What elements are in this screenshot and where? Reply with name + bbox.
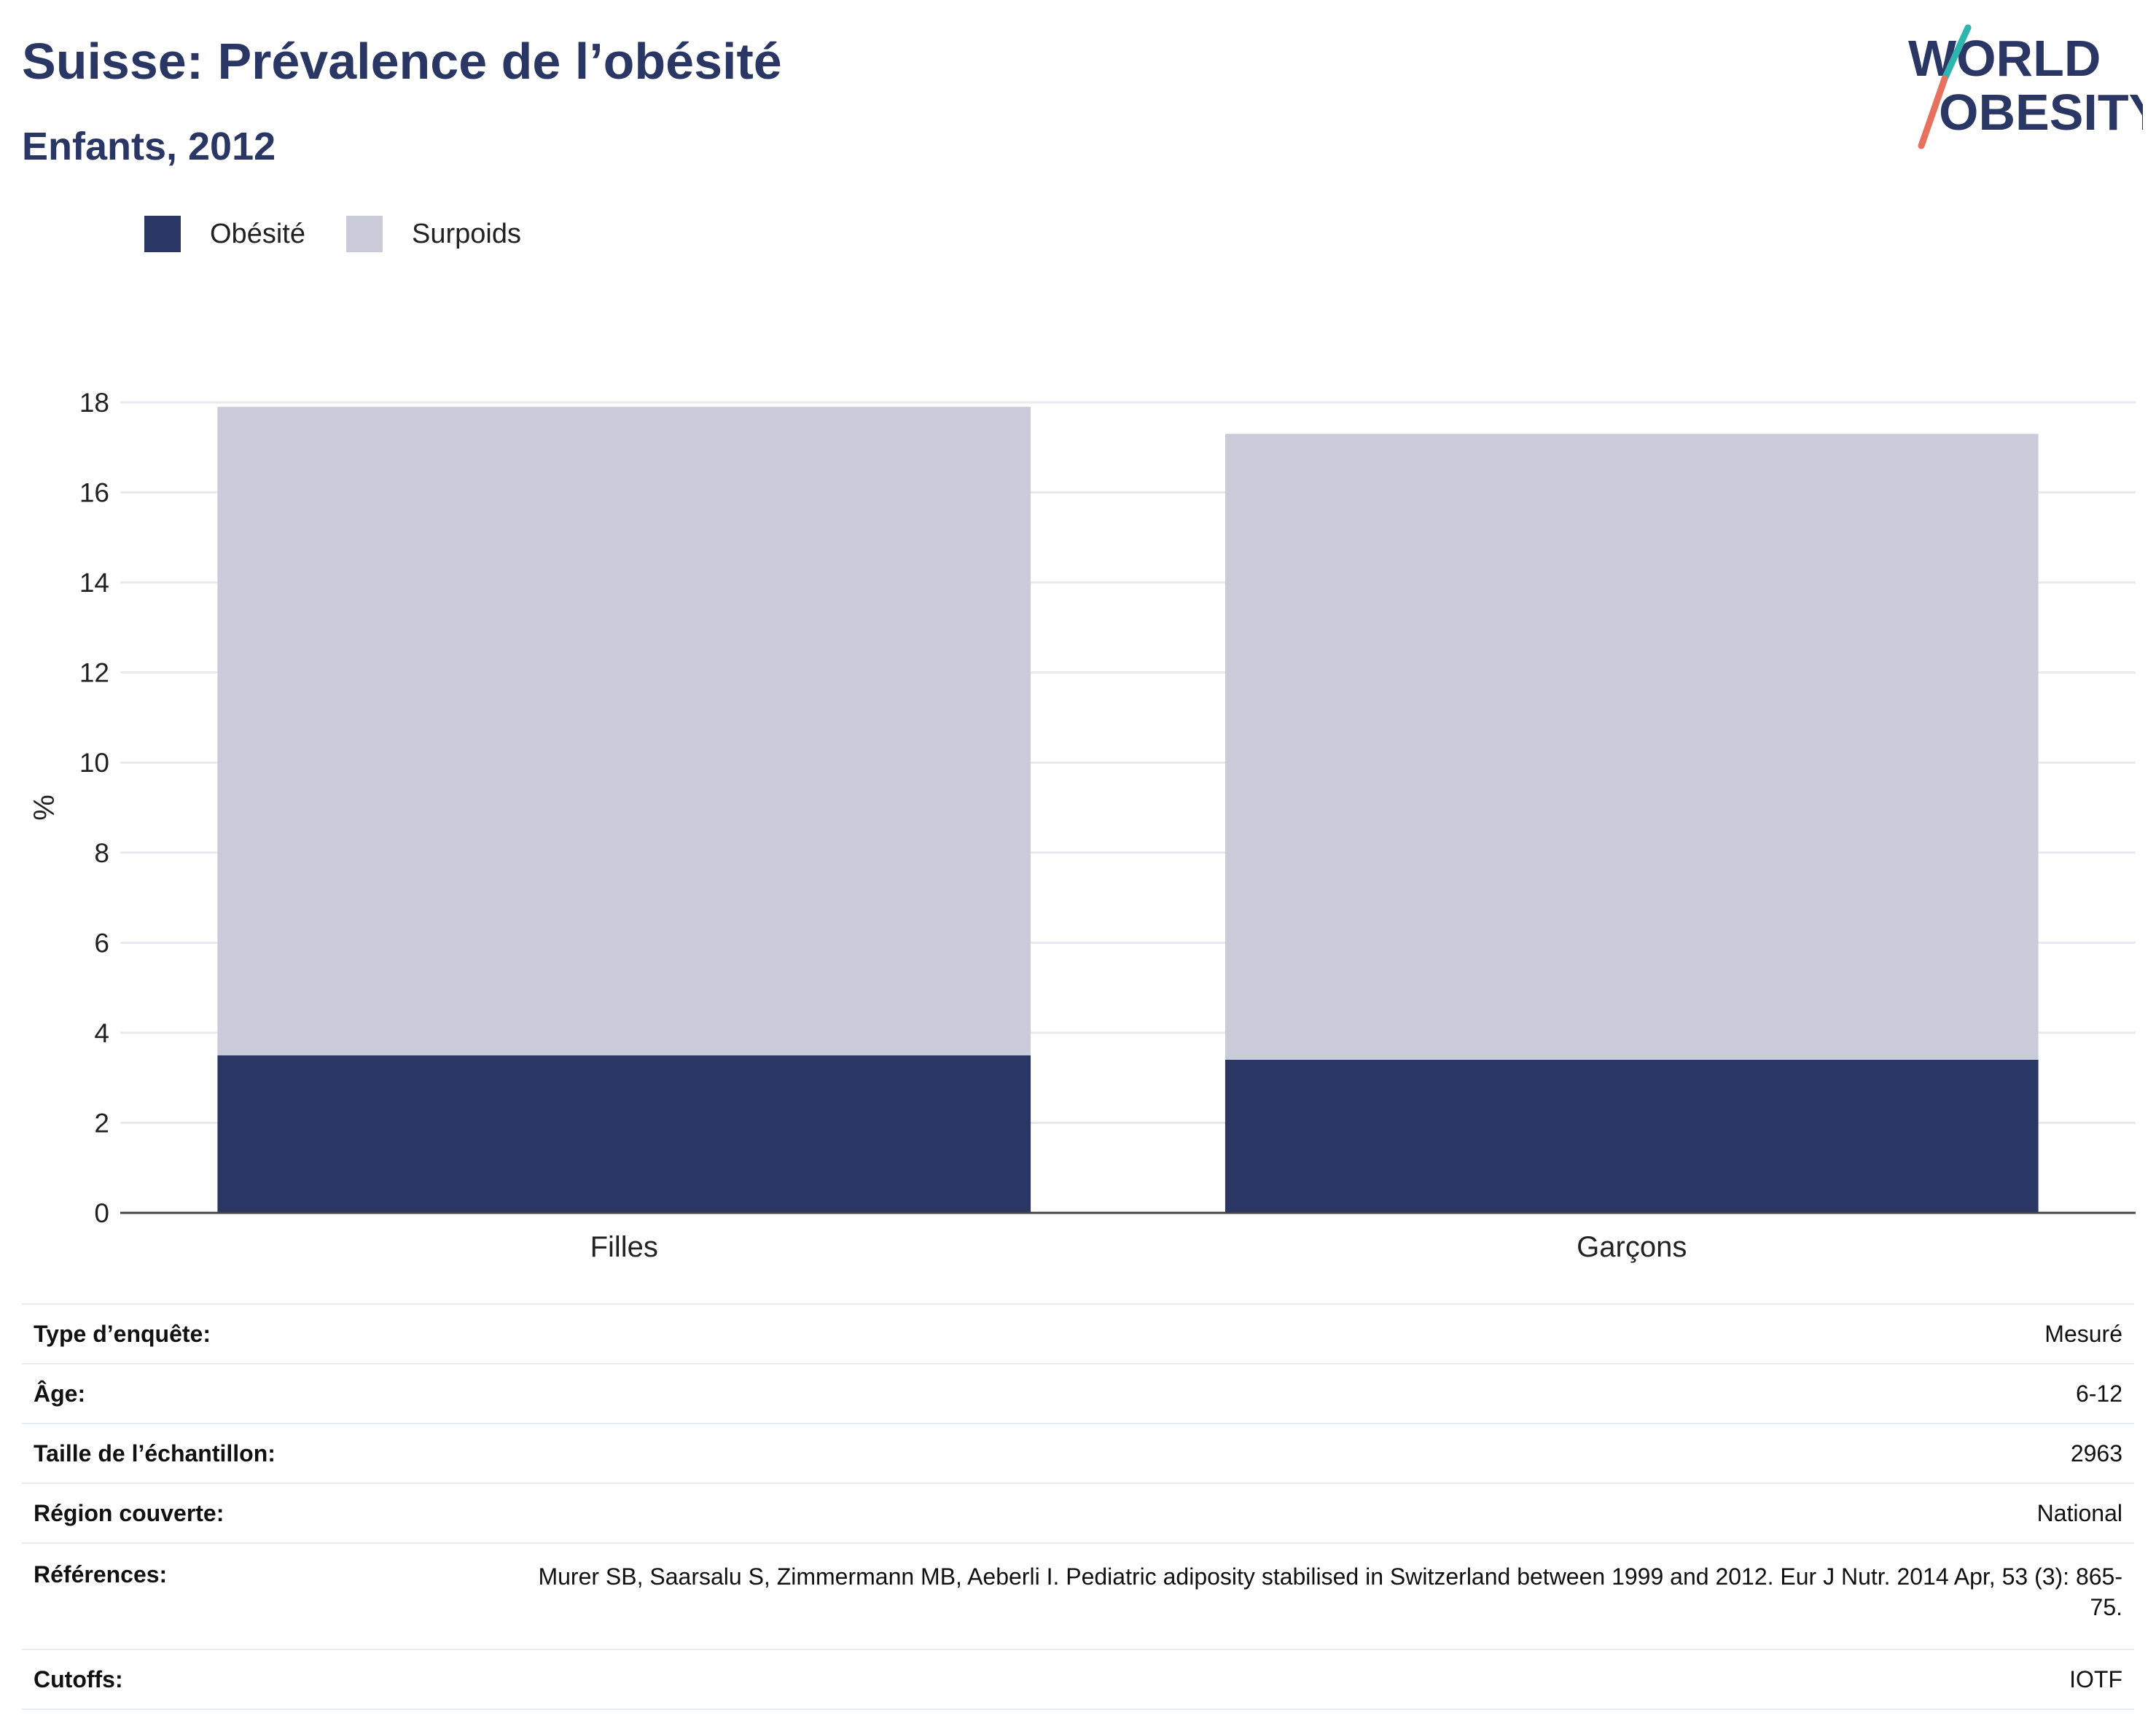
y-tick-label: 8 (94, 838, 109, 868)
legend-swatch-obesite (144, 216, 181, 252)
legend-item-obesite[interactable]: Obésité (144, 216, 305, 252)
bar-surpoids-1 (217, 407, 1031, 1055)
stacked-bar-chart: 0 2 4 6 8 10 12 14 16 18% Filles Garçons (28, 388, 2136, 1263)
y-tick-label: 0 (94, 1198, 109, 1228)
details-row: Type d’enquête: Mesuré (22, 1303, 2134, 1364)
survey-details-table: Type d’enquête: Mesuré Âge: 6-12 Taille … (22, 1303, 2134, 1710)
world-obesity-logo: WORLD OBESITY (1908, 24, 2143, 149)
details-key: Cutoffs: (22, 1649, 497, 1710)
chart-title: Suisse: Prévalence de l’obésité (22, 33, 782, 90)
details-row: Âge: 6-12 (22, 1363, 2134, 1423)
y-tick-label: 18 (79, 388, 109, 418)
details-value: 6-12 (497, 1363, 2134, 1423)
details-value: 2963 (497, 1423, 2134, 1483)
x-tick-label: Garçons (1577, 1231, 1687, 1263)
details-key: Références: (22, 1542, 497, 1649)
y-tick-label: 6 (94, 928, 109, 958)
bar-ob-sit--2 (1225, 1059, 2039, 1213)
details-row: Région couverte: National (22, 1483, 2134, 1543)
details-value: National (497, 1483, 2134, 1543)
logo-slash-coral (1918, 75, 1948, 149)
details-key: Région couverte: (22, 1483, 497, 1543)
legend-item-surpoids[interactable]: Surpoids (345, 216, 521, 252)
y-tick-label: 10 (79, 748, 109, 778)
details-key: Âge: (22, 1363, 497, 1423)
legend-label-surpoids: Surpoids (411, 218, 521, 249)
details-row: Cutoffs: IOTF (22, 1649, 2134, 1710)
y-tick-label: 2 (94, 1108, 109, 1138)
details-row: Références: Murer SB, Saarsalu S, Zimmer… (22, 1542, 2134, 1649)
chart-legend: Obésité Surpoids (144, 216, 562, 252)
legend-swatch-surpoids (345, 216, 383, 252)
details-row: Taille de l’échantillon: 2963 (22, 1423, 2134, 1483)
logo-line-1: WORLD (1908, 30, 2101, 87)
details-value: Mesuré (497, 1303, 2134, 1364)
bar-ob-sit--1 (217, 1055, 1031, 1213)
details-value: IOTF (497, 1649, 2134, 1710)
bar-surpoids-2 (1225, 434, 2039, 1060)
x-tick-label: Filles (590, 1231, 658, 1263)
legend-label-obesite: Obésité (210, 218, 305, 249)
y-tick-label: 4 (94, 1018, 109, 1048)
chart-subtitle: Enfants, 2012 (22, 125, 276, 168)
y-tick-label: 12 (79, 658, 109, 688)
logo-line-2: OBESITY (1939, 84, 2143, 141)
y-axis-title: % (28, 794, 60, 821)
details-key: Taille de l’échantillon: (22, 1423, 497, 1483)
details-key: Type d’enquête: (22, 1303, 497, 1364)
details-value-references: Murer SB, Saarsalu S, Zimmermann MB, Aeb… (497, 1542, 2134, 1649)
logo-slash-teal (1941, 24, 1972, 82)
y-tick-label: 16 (79, 478, 109, 508)
y-tick-label: 14 (79, 568, 109, 598)
